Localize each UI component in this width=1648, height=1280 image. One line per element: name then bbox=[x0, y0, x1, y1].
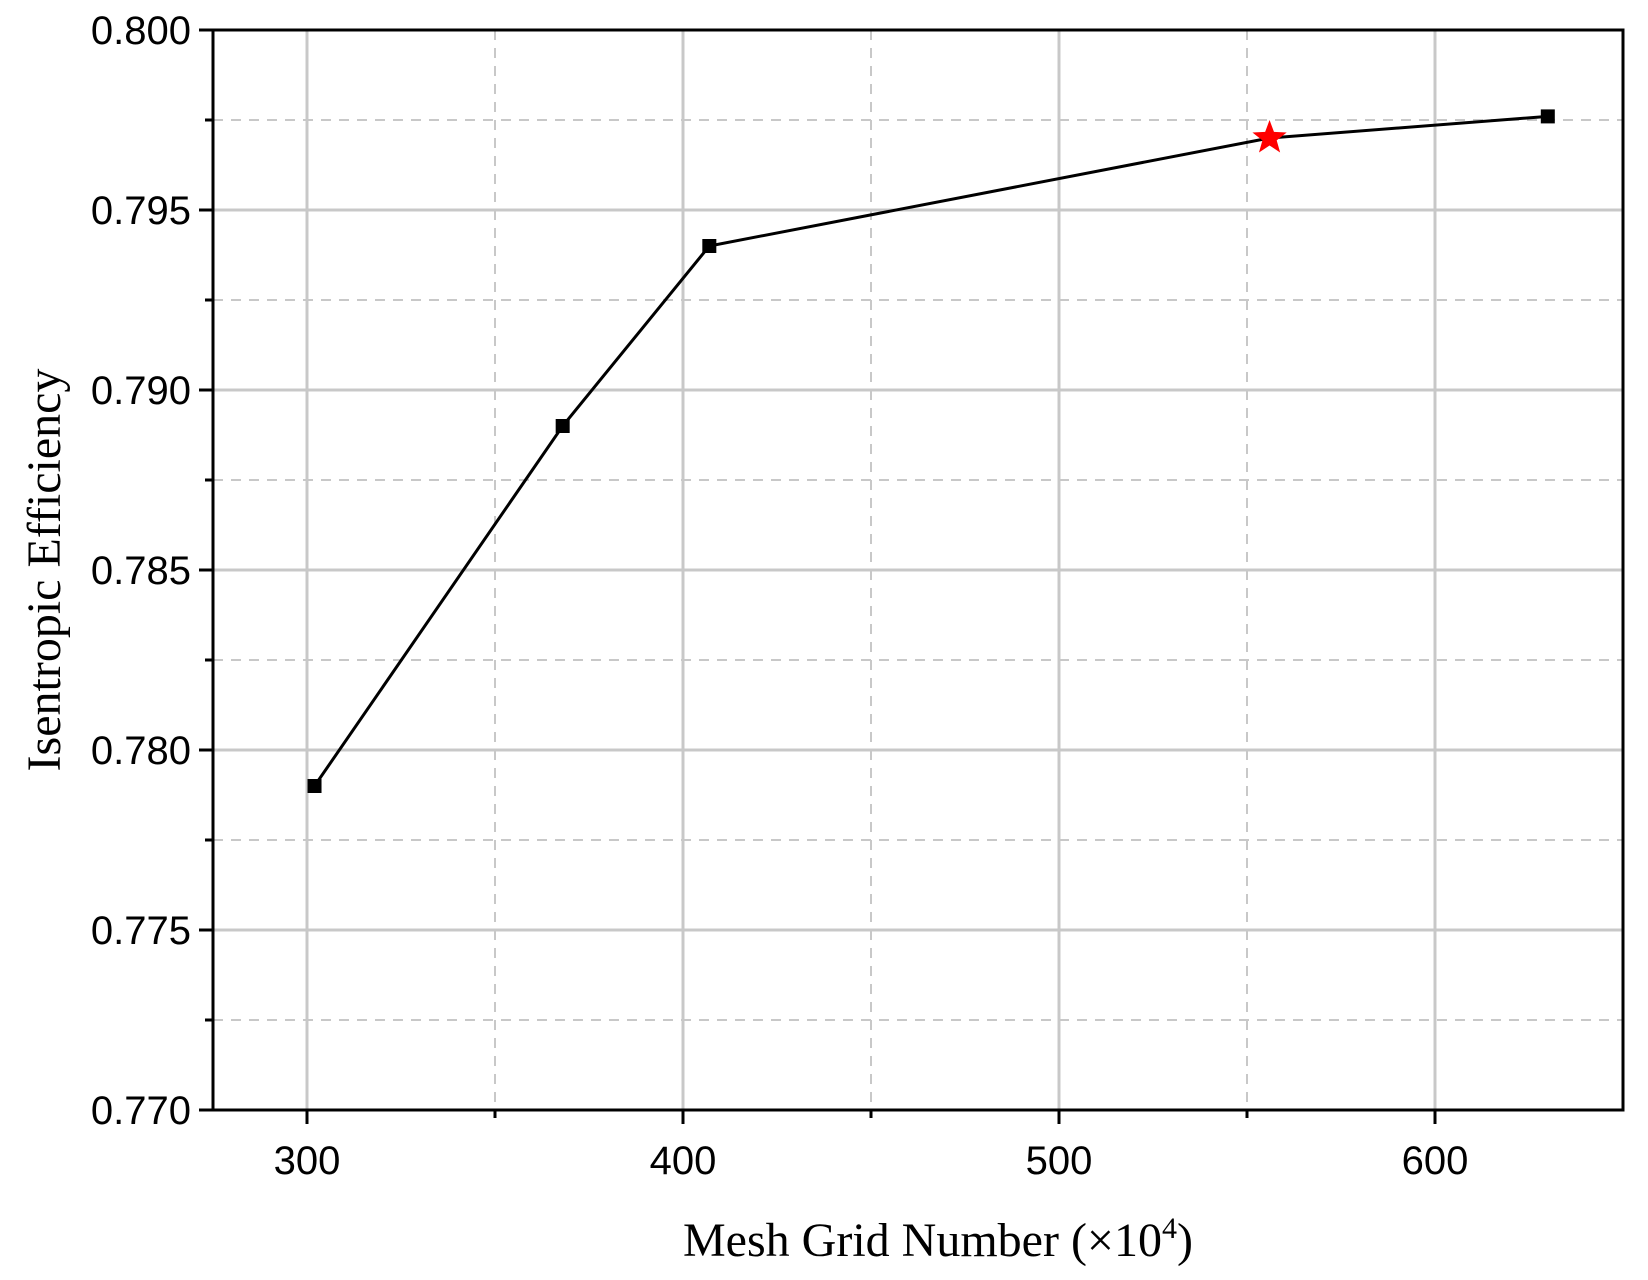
x-tick-label: 300 bbox=[274, 1139, 341, 1183]
x-tick-label: 600 bbox=[1402, 1139, 1469, 1183]
series-layer bbox=[307, 109, 1555, 793]
x-axis-title: Mesh Grid Number (×104) bbox=[683, 1212, 1193, 1267]
y-tick-label: 0.795 bbox=[91, 189, 191, 233]
square-marker bbox=[555, 419, 570, 433]
x-tick-label: 500 bbox=[1026, 1139, 1093, 1183]
tick-layer: 300 400 500 600 0.770 0.775 0.780 0.785 0.790 0.7… bbox=[91, 9, 1468, 1183]
x-axis-title-suffix: ) bbox=[1177, 1214, 1193, 1267]
square-marker bbox=[702, 239, 717, 253]
grid-layer bbox=[213, 28, 1623, 1112]
y-tick-label: 0.785 bbox=[91, 549, 191, 593]
square-marker bbox=[1540, 109, 1555, 124]
x-axis-title-superscript: 4 bbox=[1162, 1212, 1177, 1245]
y-tick-label: 0.790 bbox=[91, 369, 191, 413]
star-marker bbox=[1252, 120, 1287, 153]
x-axis-title-main: Mesh Grid Number (×10 bbox=[683, 1214, 1162, 1267]
y-tick-label: 0.770 bbox=[91, 1089, 191, 1133]
y-tick-label: 0.780 bbox=[91, 729, 191, 773]
y-tick-label: 0.800 bbox=[91, 9, 191, 53]
square-marker bbox=[307, 779, 322, 793]
y-tick-label: 0.775 bbox=[91, 909, 191, 953]
series-line bbox=[313, 114, 1548, 787]
x-tick-label: 400 bbox=[650, 1139, 717, 1183]
y-axis-title: Isentropic Efficiency bbox=[18, 369, 71, 772]
